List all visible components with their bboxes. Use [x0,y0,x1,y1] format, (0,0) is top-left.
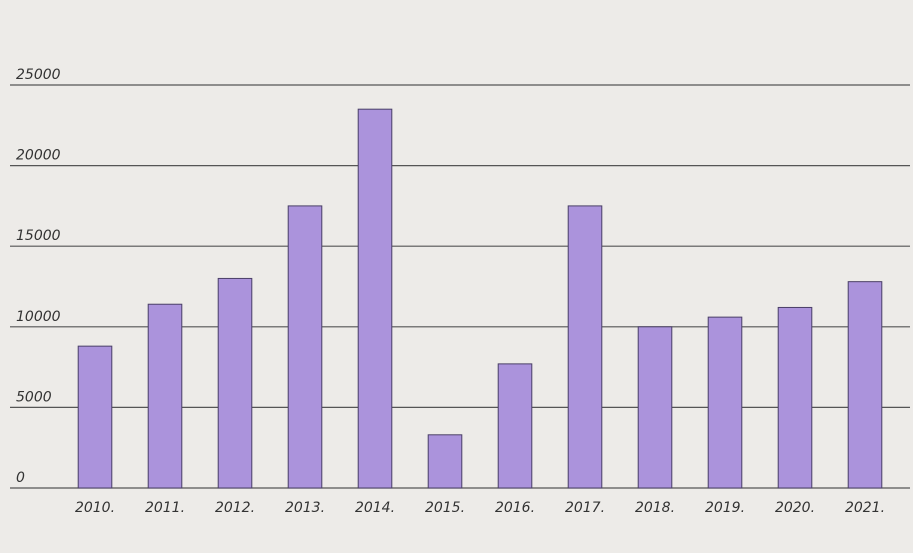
bar [77,345,113,489]
y-tick-label: 5000 [16,389,52,405]
y-tick-label: 0 [16,470,25,486]
bar [707,316,743,489]
x-tick-label: 2014. [355,500,395,516]
y-tick-label: 25000 [16,67,61,83]
y-tick-label: 20000 [16,148,61,164]
y-tick-label: 10000 [16,309,61,325]
bar [217,277,253,489]
x-tick-label: 2018. [635,500,675,516]
x-tick-label: 2021. [845,500,885,516]
x-tick-label: 2013. [285,500,325,516]
bar [567,205,603,489]
bar [847,281,883,489]
x-tick-label: 2011. [145,500,185,516]
bar [427,434,463,489]
x-tick-label: 2019. [705,500,745,516]
bar [287,205,323,489]
bar [147,303,183,489]
x-tick-label: 2010. [75,500,115,516]
bar [637,326,673,489]
x-tick-label: 2015. [425,500,465,516]
y-tick-label: 15000 [16,228,61,244]
x-tick-label: 2012. [215,500,255,516]
bar [497,363,533,489]
bar [357,108,393,489]
x-tick-label: 2017. [565,500,605,516]
x-tick-label: 2016. [495,500,535,516]
bar [777,306,813,489]
x-tick-label: 2020. [775,500,815,516]
